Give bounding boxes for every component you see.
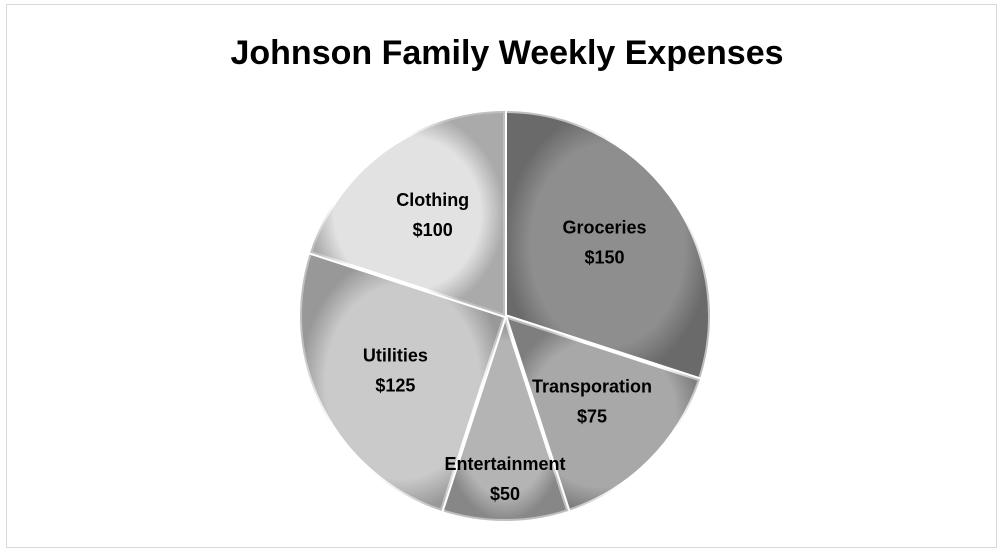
- slice-label: Utilities: [363, 346, 428, 366]
- slice-label: Transporation: [532, 377, 652, 397]
- slice-value-label: $150: [584, 247, 624, 267]
- slice-value-label: $125: [375, 376, 415, 396]
- slice-value-label: $50: [490, 484, 520, 504]
- slice-label: Entertainment: [444, 454, 565, 474]
- slice-value-label: $75: [577, 407, 607, 427]
- slice-label: Groceries: [562, 217, 646, 237]
- slice-value-label: $100: [413, 220, 453, 240]
- chart-title: Johnson Family Weekly Expenses: [230, 34, 783, 72]
- slice-label: Clothing: [396, 190, 469, 210]
